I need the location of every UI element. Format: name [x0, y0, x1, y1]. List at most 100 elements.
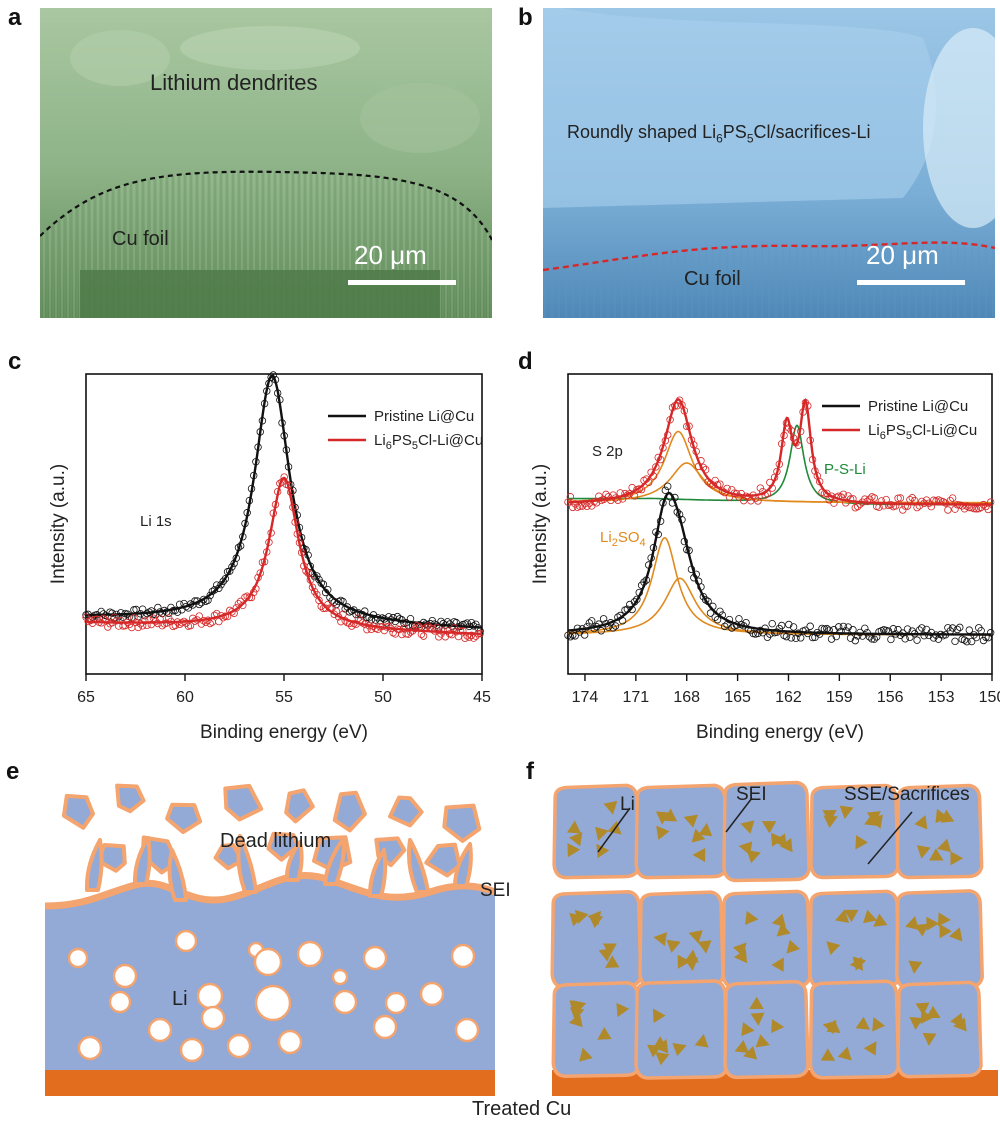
x-tick-label: 65 [77, 689, 95, 706]
void-circle [77, 1035, 103, 1061]
data-point [721, 622, 729, 631]
sse-sacrifice-particle [683, 814, 698, 828]
data-point [108, 609, 116, 617]
dead-lithium-fragment [61, 793, 95, 830]
dead-lithium-fragment [284, 788, 315, 824]
sse-sacrifice-particle [652, 1008, 666, 1023]
data-point [896, 494, 905, 502]
sse-sacrifice-particle [914, 815, 928, 830]
label-li-f: Li [620, 794, 635, 815]
data-point [385, 622, 393, 631]
sse-sacrifice-particle [692, 848, 706, 863]
y-axis-label: Intensity (a.u.) [48, 464, 69, 584]
li-particle [808, 889, 901, 990]
data-point [221, 575, 230, 583]
sse-sacrifice-particle [761, 821, 777, 834]
dendrite-stalk [323, 836, 347, 886]
data-point [887, 501, 895, 509]
li-particle [634, 979, 729, 1080]
sse-sacrifice-particle [916, 845, 931, 859]
void-circle [226, 1033, 252, 1059]
sse-sacrifice-particle [684, 949, 699, 963]
sse-sacrifice-particle [922, 1032, 937, 1046]
data-point [580, 631, 589, 639]
sse-sacrifice-particle [567, 820, 581, 834]
data-point [853, 502, 862, 511]
data-point [469, 634, 478, 642]
void-circle [372, 1014, 398, 1040]
annotation-li1s: Li 1s [140, 513, 172, 530]
data-point [206, 591, 214, 600]
axes: 65 60 55 50 45 Binding energy (eV) Intensity (… [48, 373, 491, 743]
sse-sacrifice-particle [663, 808, 678, 822]
dead-lithium-fragment [388, 795, 424, 828]
void-circle [200, 1005, 226, 1031]
series-line-coated [568, 398, 992, 506]
x-tick-label: 159 [826, 689, 853, 706]
data-point [960, 636, 969, 644]
void-circle [147, 1017, 173, 1043]
void-circle [362, 945, 388, 971]
data-point [796, 634, 805, 642]
sse-sacrifice-particle [755, 1034, 770, 1048]
sse-sacrifice-particle [863, 1041, 877, 1056]
data-point [975, 624, 983, 632]
data-point [134, 623, 142, 632]
data-point [768, 619, 776, 628]
data-point [792, 634, 800, 643]
x-tick-label: 45 [473, 689, 491, 706]
data-point [461, 634, 469, 642]
data-point [915, 502, 924, 510]
data-point [597, 627, 605, 635]
legend-label-coated: Li6PS5Cl-Li@Cu [374, 432, 483, 452]
sse-sacrifice-particle [694, 1034, 709, 1048]
void-circle [332, 989, 358, 1015]
data-point [219, 577, 227, 586]
data-point [186, 621, 195, 630]
panel-letter-c: c [8, 348, 22, 375]
data-point [846, 634, 855, 642]
scale-bar-label-a: 20 μm [354, 240, 427, 270]
data-point [308, 583, 317, 591]
sse-sacrifice-particle [655, 1039, 669, 1054]
sse-sacrifice-particle [820, 1048, 836, 1061]
data-point [566, 633, 575, 641]
label-dead-lithium: Dead lithium [220, 830, 332, 852]
void-circle [419, 981, 445, 1007]
series-points-pristine [564, 482, 995, 646]
label-lithium-dendrites: Lithium dendrites [150, 70, 318, 95]
sse-sacrifice-particle [603, 800, 618, 815]
sse-sacrifice-particle [602, 943, 617, 957]
label-li-e: Li [172, 988, 188, 1010]
data-point [827, 635, 836, 643]
sse-sacrifice-particle [855, 835, 868, 850]
sse-sacrifice-particle [822, 1020, 837, 1035]
void-circle [296, 940, 324, 968]
sse-sacrifice-particle [743, 1046, 758, 1060]
sse-sacrifice-particle [873, 913, 888, 927]
data-point [894, 494, 902, 502]
li-particle [723, 979, 810, 1080]
void-circle [450, 943, 476, 969]
data-point [713, 615, 722, 624]
x-tick-label: 60 [176, 689, 194, 706]
xps-chart-s2p: 174 171 168 165 162 159 156 153 150 Binding energ… [530, 373, 1000, 743]
sse-sacrifice-particle [655, 811, 670, 825]
sse-sacrifice-particle [771, 1019, 785, 1034]
sse-sacrifice-particle [567, 843, 581, 858]
axes: 174 171 168 165 162 159 156 153 150 Binding energ… [530, 373, 1000, 743]
x-tick-label: 165 [724, 689, 751, 706]
sse-sacrifice-particle [863, 909, 878, 924]
data-point [611, 622, 620, 630]
data-point [740, 496, 748, 505]
sse-sacrifice-particle [779, 838, 793, 853]
data-point [661, 486, 670, 495]
data-point [956, 623, 964, 632]
schematic-sse [550, 780, 998, 1096]
label-sse-f: SSE/Sacrifices [844, 784, 970, 805]
panel-letter-f: f [526, 758, 534, 785]
sse-sacrifice-particle [935, 808, 949, 824]
data-point [785, 620, 793, 629]
li-particle [895, 783, 984, 880]
x-tick-label: 168 [673, 689, 700, 706]
